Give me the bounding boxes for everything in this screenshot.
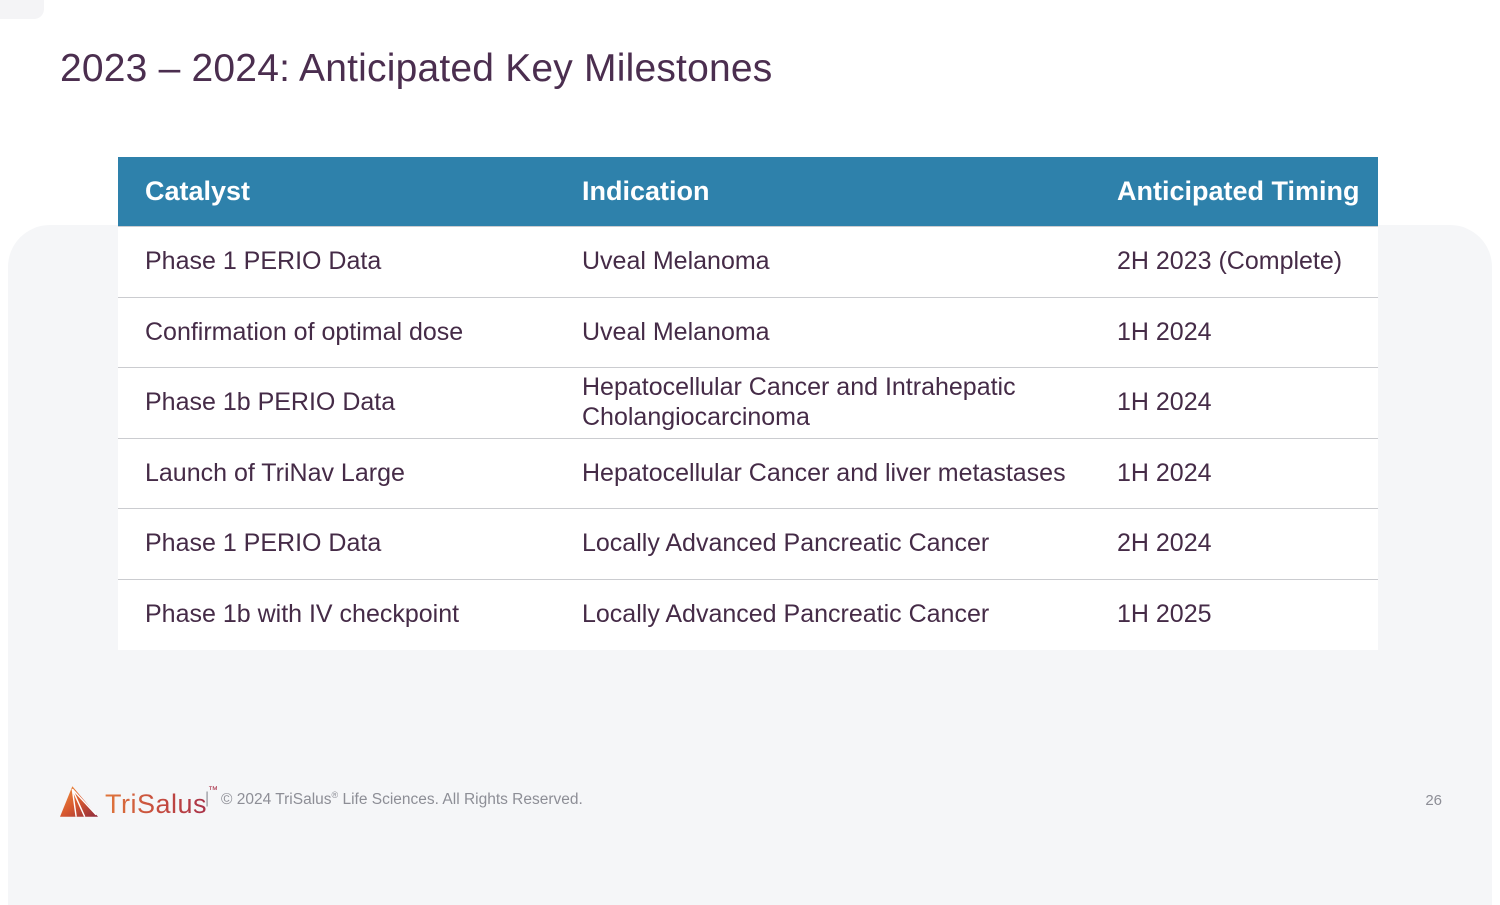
column-header-catalyst: Catalyst (145, 176, 251, 206)
cell-indication: Uveal Melanoma (582, 317, 770, 346)
cell-catalyst: Phase 1 PERIO Data (145, 247, 382, 276)
cell-timing: 1H 2024 (1117, 317, 1212, 346)
column-header-anticipated-timing: Anticipated Timing (1117, 176, 1360, 206)
cell-catalyst: Phase 1b PERIO Data (145, 388, 396, 417)
cell-timing: 1H 2024 (1117, 388, 1212, 417)
cell-indication: Locally Advanced Pancreatic Cancer (582, 529, 990, 558)
page-title: 2023 – 2024: Anticipated Key Milestones (60, 47, 773, 90)
trisalus-triangle-icon (60, 786, 98, 817)
copyright-suffix: Life Sciences. All Rights Reserved. (338, 791, 583, 808)
cell-indication: Hepatocellular Cancer and liver metastas… (582, 458, 1066, 487)
table-row: Phase 1 PERIO Data Locally Advanced Panc… (118, 508, 1378, 579)
cell-catalyst: Confirmation of optimal dose (145, 317, 464, 346)
column-header-indication: Indication (582, 176, 710, 206)
corner-notch (0, 0, 44, 19)
slide-footer: TriSalus ™ | © 2024 TriSalus® Life Scien… (0, 764, 1500, 844)
trademark-symbol: ™ (208, 785, 219, 796)
slide: 2023 – 2024: Anticipated Key Milestones … (0, 0, 1500, 844)
copyright-prefix: © 2024 TriSalus (221, 791, 332, 808)
trisalus-logo: TriSalus ™ (60, 785, 218, 818)
table-row: Phase 1b PERIO Data Hepatocellular Cance… (118, 367, 1378, 438)
cell-indication: Locally Advanced Pancreatic Cancer (582, 600, 990, 629)
cell-timing: 2H 2024 (1117, 529, 1212, 558)
cell-indication: Uveal Melanoma (582, 247, 770, 276)
table-header-row: Catalyst Indication Anticipated Timing (118, 157, 1378, 226)
table-row: Phase 1b with IV checkpoint Locally Adva… (118, 578, 1378, 650)
cell-catalyst: Phase 1b with IV checkpoint (145, 600, 460, 629)
cell-catalyst: Launch of TriNav Large (145, 458, 405, 487)
page-number: 26 (1425, 792, 1442, 809)
footer-divider: | (205, 790, 210, 807)
registered-mark: ® (331, 789, 339, 800)
milestones-table: Catalyst Indication Anticipated Timing P… (118, 157, 1378, 650)
table-row: Launch of TriNav Large Hepatocellular Ca… (118, 437, 1378, 509)
table-row: Phase 1 PERIO Data Uveal Melanoma 2H 202… (118, 226, 1378, 297)
copyright-text: © 2024 TriSalus® Life Sciences. All Righ… (221, 790, 583, 809)
table-row: Confirmation of optimal dose Uveal Melan… (118, 296, 1378, 368)
trisalus-logo-text: TriSalus (105, 789, 208, 819)
cell-catalyst: Phase 1 PERIO Data (145, 529, 382, 558)
cell-indication: Hepatocellular Cancer and Intrahepatic C… (582, 373, 1016, 431)
cell-timing: 2H 2023 (Complete) (1117, 247, 1343, 276)
cell-timing: 1H 2025 (1117, 600, 1212, 629)
cell-timing: 1H 2024 (1117, 458, 1212, 487)
